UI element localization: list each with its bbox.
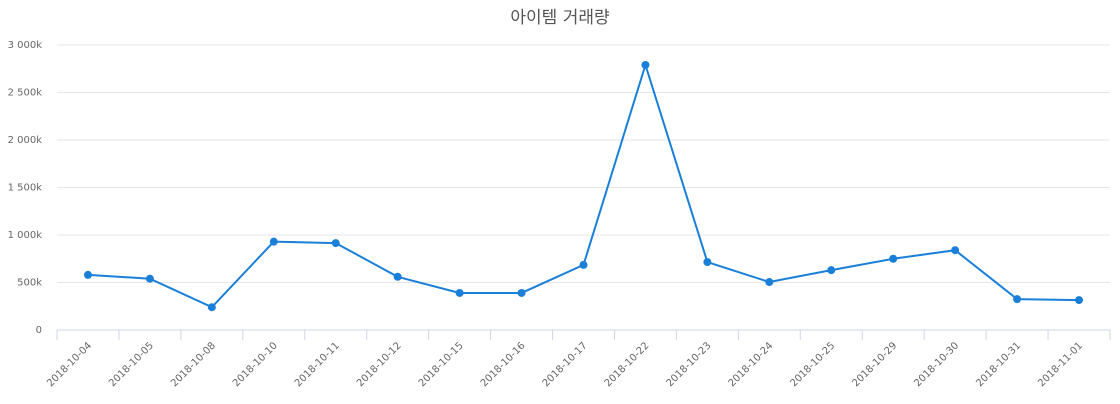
point [1013,295,1022,304]
point [517,288,526,297]
x-tick-label: 2018-10-23 [665,340,714,389]
point [703,258,712,267]
x-tick-label: 2018-10-24 [727,340,776,389]
y-tick-label: 3 000k [8,40,43,51]
x-tick-label: 2018-10-08 [169,340,218,389]
y-tick-label: 500k [17,278,42,289]
y-tick-label: 1 000k [8,230,43,241]
point [765,278,774,287]
x-tick-label: 2018-10-22 [603,340,652,389]
chart-title: 아이템 거래량 [510,8,610,28]
point [207,303,216,312]
point [331,239,340,248]
point [145,274,154,283]
y-tick-label: 2 500k [8,88,43,99]
x-tick-label: 2018-10-05 [107,340,156,389]
x-tick-label: 2018-10-15 [417,340,466,389]
x-tick-label: 2018-10-31 [974,340,1023,389]
point [641,60,650,69]
point [269,237,278,246]
y-tick-label: 2 000k [8,135,43,146]
x-tick-label: 2018-10-12 [355,340,404,389]
line [87,61,1080,309]
x-tick-label: 2018-10-17 [541,340,590,389]
x-tick-label: 2018-10-10 [231,340,280,389]
point [455,288,464,297]
point [83,270,92,279]
point [393,272,402,281]
point [951,246,960,255]
x-tick-label: 2018-10-30 [912,340,961,389]
y-tick-label: 1 500k [8,183,43,194]
y-tick-label: 0 [36,325,42,336]
x-tick-label: 2018-10-16 [479,340,528,389]
x-tick-label: 2018-10-04 [45,340,94,389]
point [827,266,836,275]
point [1075,296,1084,305]
point [579,260,588,269]
x-tick-label: 2018-10-25 [789,340,838,389]
point [889,254,898,263]
x-tick-label: 2018-10-29 [850,340,899,389]
x-tick-label: 2018-10-11 [293,340,342,389]
x-tick-label: 2018-11-01 [1036,340,1085,389]
